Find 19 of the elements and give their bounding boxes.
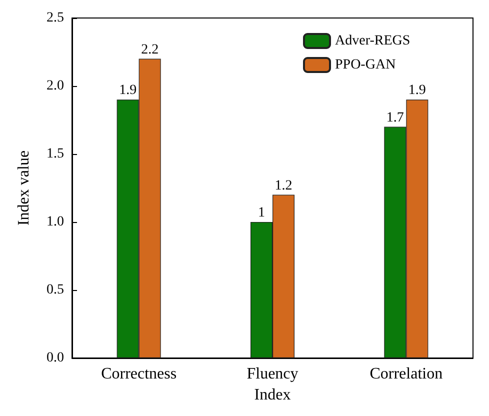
legend-label: PPO-GAN xyxy=(335,58,396,72)
y-tick-label: 1.0 xyxy=(46,214,64,230)
x-axis-title: Index xyxy=(254,386,291,404)
data-label: 2.2 xyxy=(141,42,159,58)
y-axis-title: Index value xyxy=(16,150,32,226)
y-tick-label: 0.0 xyxy=(46,350,64,366)
y-tick-label: 2.0 xyxy=(46,78,64,94)
data-label: 1.9 xyxy=(408,83,426,98)
data-label: 1.2 xyxy=(274,178,292,194)
data-label: 1 xyxy=(258,206,265,220)
data-label: 1.9 xyxy=(119,83,137,98)
x-tick-label: Fluency xyxy=(246,366,298,382)
y-tick-label: 1.5 xyxy=(46,146,64,162)
legend-label: Adver-REGS xyxy=(335,34,410,48)
y-tick-label: 2.5 xyxy=(46,10,64,26)
data-label: 1.7 xyxy=(386,110,404,126)
y-tick-label: 0.5 xyxy=(46,282,64,298)
x-tick-label: Correlation xyxy=(370,366,443,382)
x-tick-label: Correctness xyxy=(101,366,177,382)
